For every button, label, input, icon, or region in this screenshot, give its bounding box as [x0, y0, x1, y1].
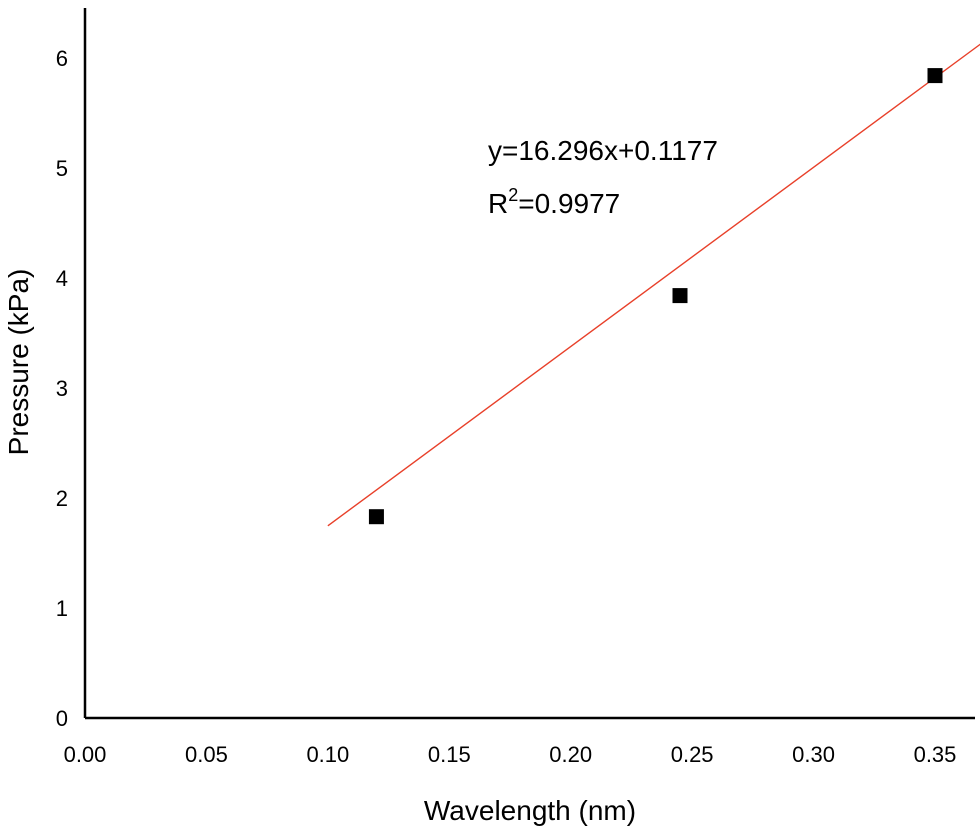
y-tick-label: 6 — [56, 46, 68, 71]
y-tick-label: 5 — [56, 156, 68, 181]
fit-equation-label: y=16.296x+0.1177 — [488, 135, 718, 166]
y-axis-title: Pressure (kPa) — [3, 269, 34, 456]
x-tick-label: 0.10 — [306, 742, 349, 767]
x-axis-ticks: 0.00 0.05 0.10 0.15 0.20 0.25 0.30 0.35 — [64, 742, 957, 767]
x-tick-label: 0.30 — [792, 742, 835, 767]
data-point — [368, 509, 384, 525]
data-point — [927, 68, 943, 84]
y-axis-ticks: 0 1 2 3 4 5 6 — [56, 46, 68, 731]
y-tick-label: 4 — [56, 266, 68, 291]
x-tick-label: 0.35 — [914, 742, 957, 767]
data-points — [368, 68, 943, 525]
y-tick-label: 1 — [56, 596, 68, 621]
y-tick-label: 3 — [56, 376, 68, 401]
r-squared-base: R — [488, 188, 508, 219]
r-squared-value: =0.9977 — [518, 188, 620, 219]
x-axis-title: Wavelength (nm) — [424, 795, 636, 826]
data-point — [672, 288, 688, 304]
x-tick-label: 0.25 — [671, 742, 714, 767]
x-tick-label: 0.15 — [428, 742, 471, 767]
x-tick-label: 0.20 — [549, 742, 592, 767]
r-squared-superscript: 2 — [508, 185, 518, 205]
x-tick-label: 0.00 — [64, 742, 107, 767]
x-tick-label: 0.05 — [185, 742, 228, 767]
fit-line — [327, 43, 980, 527]
y-tick-label: 0 — [56, 706, 68, 731]
y-tick-label: 2 — [56, 486, 68, 511]
r-squared-label: R2=0.9977 — [488, 185, 620, 219]
